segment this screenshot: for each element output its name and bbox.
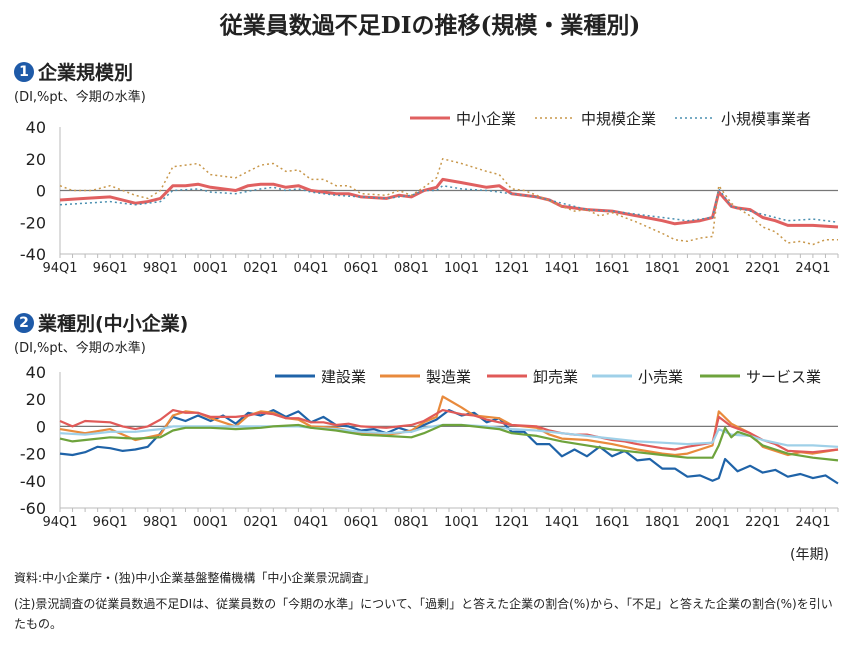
x-tick-label: 06Q1 <box>344 515 379 530</box>
y-tick-label: 0 <box>36 417 46 436</box>
x-tick-label: 14Q1 <box>544 515 579 530</box>
source-note: 資料:中小企業庁・(独)中小企業基盤整備機構「中小企業景況調査」 <box>14 571 376 585</box>
y-tick-label: -20 <box>20 445 46 464</box>
x-tick-label: 16Q1 <box>595 515 630 530</box>
y-tick-label: -20 <box>20 213 46 232</box>
series-line-中規模企業 <box>59 158 838 246</box>
x-tick-label: 16Q1 <box>595 261 630 276</box>
series-line-中小企業 <box>59 177 839 229</box>
x-tick-label: 22Q1 <box>745 515 780 530</box>
legend-label: 中小企業 <box>456 110 516 128</box>
x-tick-label: 94Q1 <box>42 261 77 276</box>
section2-label: 業種別(中小企業) <box>38 313 189 335</box>
legend-label: 小規模事業者 <box>721 110 811 128</box>
x-tick-label: 04Q1 <box>293 515 328 530</box>
x-tick-label: 04Q1 <box>293 261 328 276</box>
series-line-小規模事業者 <box>59 184 839 224</box>
figure-title: 従業員数過不足DIの推移(規模・業種別) <box>219 12 641 39</box>
x-tick-label: 08Q1 <box>394 515 429 530</box>
x-tick-label: 06Q1 <box>344 261 379 276</box>
x-tick-label: 22Q1 <box>745 261 780 276</box>
section2-heading: 2 業種別(中小企業) <box>14 309 188 336</box>
section2-unit: (DI,%pt、今期の水準) <box>14 341 146 356</box>
y-tick-label: 20 <box>26 150 46 169</box>
x-tick-label: 18Q1 <box>645 261 680 276</box>
section1-heading: 1 企業規模別 <box>14 58 133 85</box>
section-number-badge: 2 <box>14 312 34 333</box>
x-tick-label: 98Q1 <box>143 515 178 530</box>
legend-label: 中規模企業 <box>581 110 656 128</box>
x-tick-label: 24Q1 <box>795 261 830 276</box>
series-line-卸売業 <box>59 409 839 454</box>
x-tick-label: 96Q1 <box>93 261 128 276</box>
x-tick-label: 08Q1 <box>394 261 429 276</box>
y-tick-label: -60 <box>20 499 46 518</box>
x-unit-label: (年期) <box>790 547 829 563</box>
x-tick-label: 20Q1 <box>695 515 730 530</box>
x-tick-label: 20Q1 <box>695 261 730 276</box>
y-tick-label: -40 <box>20 245 46 264</box>
x-tick-label: 00Q1 <box>193 515 228 530</box>
section1-unit: (DI,%pt、今期の水準) <box>14 90 146 105</box>
x-tick-label: 10Q1 <box>444 261 479 276</box>
section-number-badge: 1 <box>14 61 34 82</box>
x-tick-label: 02Q1 <box>243 261 278 276</box>
series-line-サービス業 <box>59 423 839 462</box>
y-tick-label: -40 <box>20 472 46 491</box>
legend-label: 製造業 <box>426 368 471 386</box>
x-tick-label: 94Q1 <box>42 515 77 530</box>
x-tick-label: 18Q1 <box>645 515 680 530</box>
x-tick-label: 98Q1 <box>143 261 178 276</box>
legend-label: 建設業 <box>321 368 366 386</box>
x-tick-label: 10Q1 <box>444 515 479 530</box>
y-tick-label: 20 <box>26 390 46 409</box>
x-tick-label: 12Q1 <box>494 515 529 530</box>
x-tick-label: 00Q1 <box>193 261 228 276</box>
section1-label: 企業規模別 <box>38 62 134 84</box>
legend-label: サービス業 <box>746 368 821 386</box>
legend-label: 卸売業 <box>533 368 578 386</box>
x-tick-label: 14Q1 <box>544 261 579 276</box>
series-line-建設業 <box>59 409 839 485</box>
x-tick-label: 96Q1 <box>93 515 128 530</box>
y-tick-label: 40 <box>26 363 46 382</box>
legend-label: 小売業 <box>638 368 683 386</box>
y-tick-label: 0 <box>36 182 46 201</box>
x-tick-label: 02Q1 <box>243 515 278 530</box>
footnote: (注)景況調査の従業員数過不足DIは、従業員数の「今期の水準」について、「過剰」… <box>14 597 833 631</box>
y-tick-label: 40 <box>26 118 46 137</box>
x-tick-label: 24Q1 <box>795 515 830 530</box>
x-tick-label: 12Q1 <box>494 261 529 276</box>
